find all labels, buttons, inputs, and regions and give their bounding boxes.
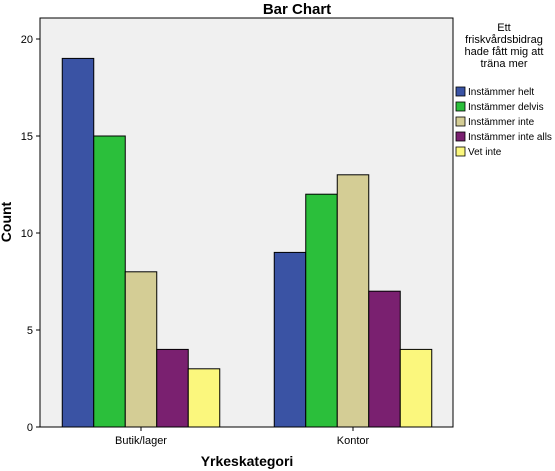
legend-swatch: [455, 146, 466, 157]
legend-title-line: träna mer: [480, 58, 527, 70]
y-axis-title: Count: [0, 201, 14, 242]
bar-inst-mmer-inte-0: [124, 271, 158, 428]
bar-inst-mmer-inte-1: [336, 174, 370, 428]
y-tick-label: 20: [21, 34, 33, 46]
legend-title-line: hade fått mig att: [465, 46, 544, 58]
x-axis: Butik/lager Kontor: [115, 427, 370, 447]
legend-swatch: [455, 116, 466, 127]
legend-label: Vet inte: [468, 147, 502, 158]
y-tick-label: 0: [27, 422, 33, 434]
legend-title-line: Ett: [497, 22, 510, 34]
x-axis-title: Yrkeskategori: [201, 453, 294, 469]
legend-swatch: [455, 101, 466, 112]
bar-vet-inte-0: [187, 368, 221, 428]
y-axis: 0 5 10 15 20: [21, 34, 40, 434]
x-tick-label: Kontor: [337, 435, 370, 447]
chart-title: Bar Chart: [263, 1, 331, 18]
legend-swatch: [455, 86, 466, 97]
bars-group: [61, 57, 433, 428]
bar-inst-mmer-inte-alls-0: [156, 348, 189, 428]
bar-inst-mmer-delvis-0: [93, 135, 126, 428]
bar-inst-mmer-helt-0: [61, 57, 95, 428]
bar-inst-mmer-inte-alls-1: [368, 290, 401, 428]
legend-label: Instämmer delvis: [468, 102, 544, 113]
bar-inst-mmer-helt-1: [273, 251, 307, 428]
y-tick-label: 15: [21, 131, 33, 143]
x-tick-label: Butik/lager: [115, 435, 167, 447]
y-tick-label: 5: [27, 325, 33, 337]
legend-label: Instämmer inte alls: [468, 132, 552, 143]
legend-label: Instämmer inte: [468, 117, 535, 128]
bar-inst-mmer-delvis-1: [305, 193, 338, 428]
legend-swatch: [455, 131, 466, 142]
y-tick-label: 10: [21, 228, 33, 240]
bar-vet-inte-1: [399, 348, 433, 428]
legend-title-line: friskvårdsbidrag: [465, 34, 543, 46]
legend-label: Instämmer helt: [468, 87, 534, 98]
